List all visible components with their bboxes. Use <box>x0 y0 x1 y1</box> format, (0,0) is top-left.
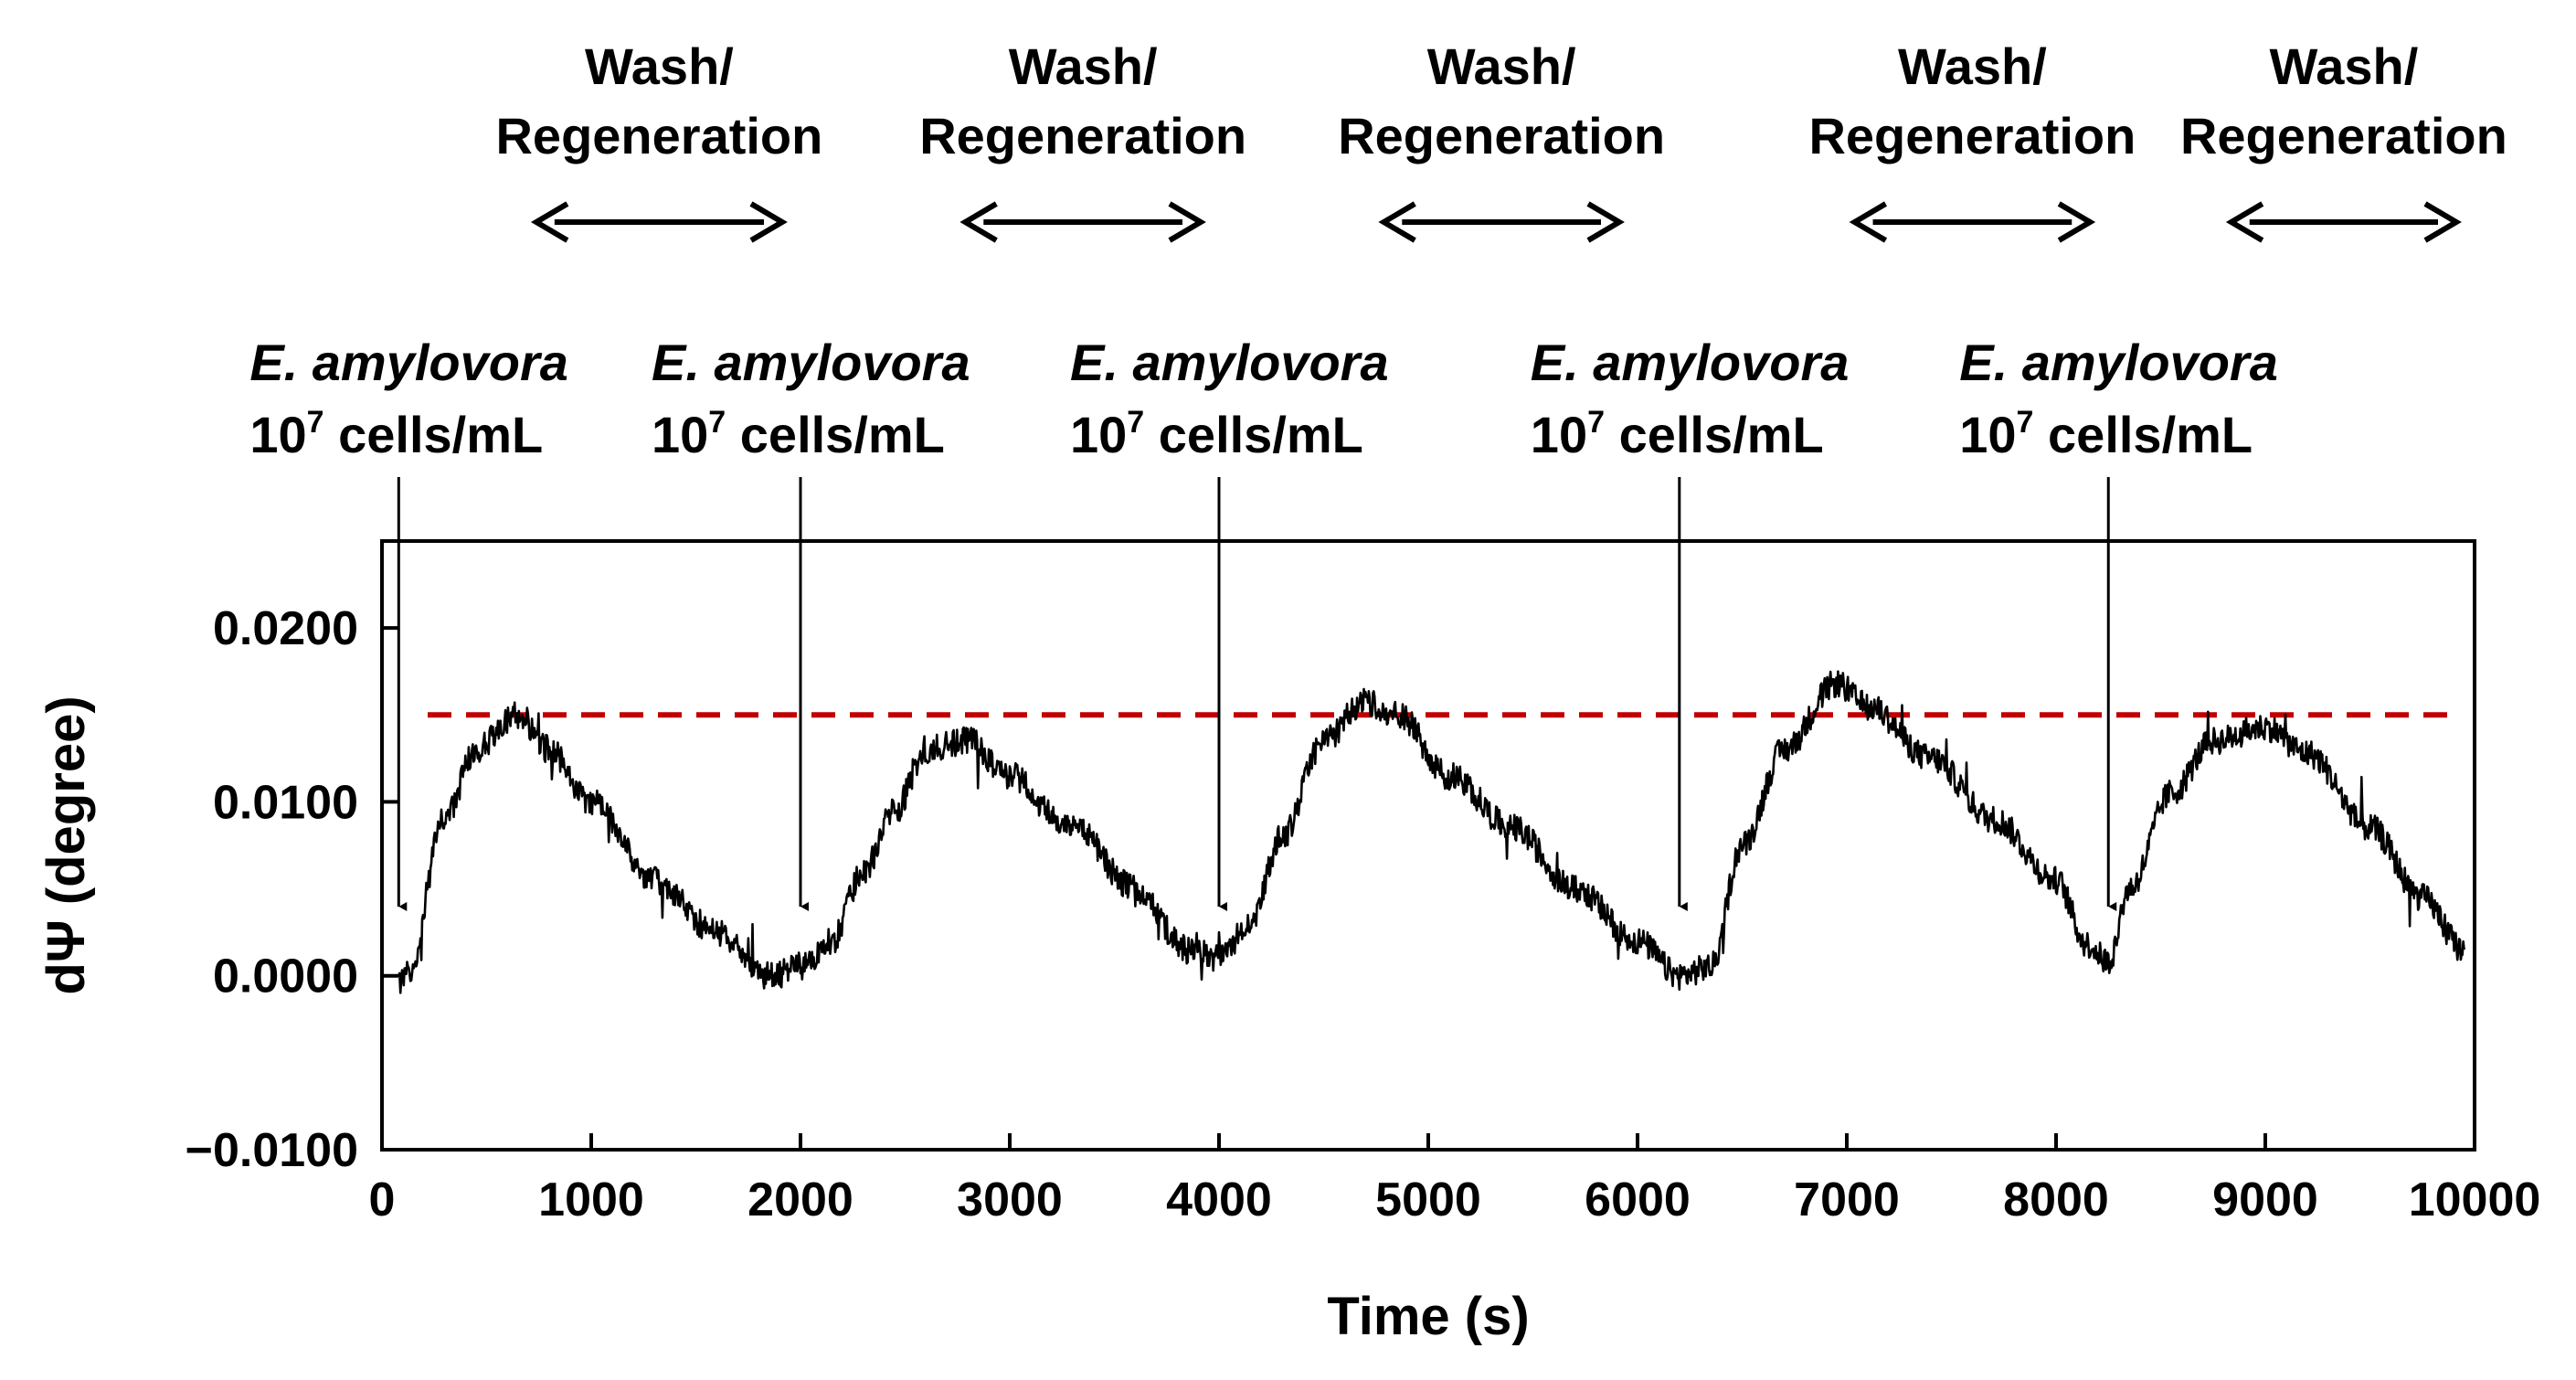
x-tick-label: 1000 <box>538 1173 644 1226</box>
injection-label-concentration: 107 cells/mL <box>1070 405 1363 463</box>
wash-arrow-head-left <box>959 201 998 243</box>
y-tick-label: −0.0100 <box>186 1124 358 1177</box>
x-tick-label: 10000 <box>2409 1173 2541 1226</box>
y-tick-label: 0.0000 <box>213 950 358 1003</box>
x-tick-label: 5000 <box>1375 1173 1481 1226</box>
injection-label-species: E. amylovora <box>1531 334 1850 391</box>
wash-label-line1: Wash/ <box>1427 37 1576 95</box>
wash-label-line2: Regeneration <box>1338 107 1665 165</box>
injection-label-species: E. amylovora <box>652 334 970 391</box>
x-axis-label: Time (s) <box>1327 1287 1529 1346</box>
wash-label-line2: Regeneration <box>1808 107 2136 165</box>
injection-label-species: E. amylovora <box>1070 334 1389 391</box>
x-tick-label: 6000 <box>1585 1173 1691 1226</box>
wash-label-line1: Wash/ <box>2269 37 2418 95</box>
x-tick-label: 8000 <box>2003 1173 2109 1226</box>
x-tick-label: 9000 <box>2212 1173 2318 1226</box>
y-tick-label: 0.0200 <box>213 602 358 655</box>
wash-arrow-head-left <box>530 201 569 243</box>
wash-label-line1: Wash/ <box>585 37 734 95</box>
wash-arrow-head-right <box>2057 201 2096 243</box>
x-tick-label: 0 <box>369 1173 396 1226</box>
wash-arrow-head-right <box>2423 201 2462 243</box>
wash-arrow-head-right <box>1168 201 1206 243</box>
y-tick-label: 0.0100 <box>213 776 358 829</box>
annotations-layer: E. amylovora 107 cells/mL E. amylovora 107 … <box>249 37 2507 911</box>
plot-layer <box>398 670 2465 994</box>
wash-label-line2: Regeneration <box>495 107 822 165</box>
x-tick-label: 3000 <box>957 1173 1063 1226</box>
wash-arrow-head-left <box>2225 201 2264 243</box>
injection-label-concentration: 107 cells/mL <box>249 405 543 463</box>
plot-frame <box>380 539 2476 1152</box>
wash-arrow-head-right <box>1586 201 1625 243</box>
y-axis-label: dΨ (degree) <box>37 695 96 994</box>
injection-label-species: E. amylovora <box>1959 334 2278 391</box>
wash-label-line2: Regeneration <box>2180 107 2507 165</box>
wash-arrow-head-left <box>1849 201 1888 243</box>
injection-label-concentration: 107 cells/mL <box>1531 405 1824 463</box>
x-tick-label: 4000 <box>1166 1173 1272 1226</box>
wash-arrow-head-left <box>1378 201 1416 243</box>
wash-label-line1: Wash/ <box>1898 37 2047 95</box>
wash-label-line1: Wash/ <box>1009 37 1158 95</box>
axes-layer: 0 1000 2000 3000 4000 5000 6000 7000 8000 9000 100… <box>37 539 2541 1346</box>
injection-label-species: E. amylovora <box>249 334 568 391</box>
wash-arrow-head-right <box>749 201 788 243</box>
x-tick-label: 2000 <box>747 1173 853 1226</box>
response-series-line <box>398 670 2465 994</box>
injection-label-concentration: 107 cells/mL <box>1959 405 2253 463</box>
injection-label-concentration: 107 cells/mL <box>652 405 945 463</box>
x-tick-label: 7000 <box>1794 1173 1900 1226</box>
wash-label-line2: Regeneration <box>919 107 1246 165</box>
